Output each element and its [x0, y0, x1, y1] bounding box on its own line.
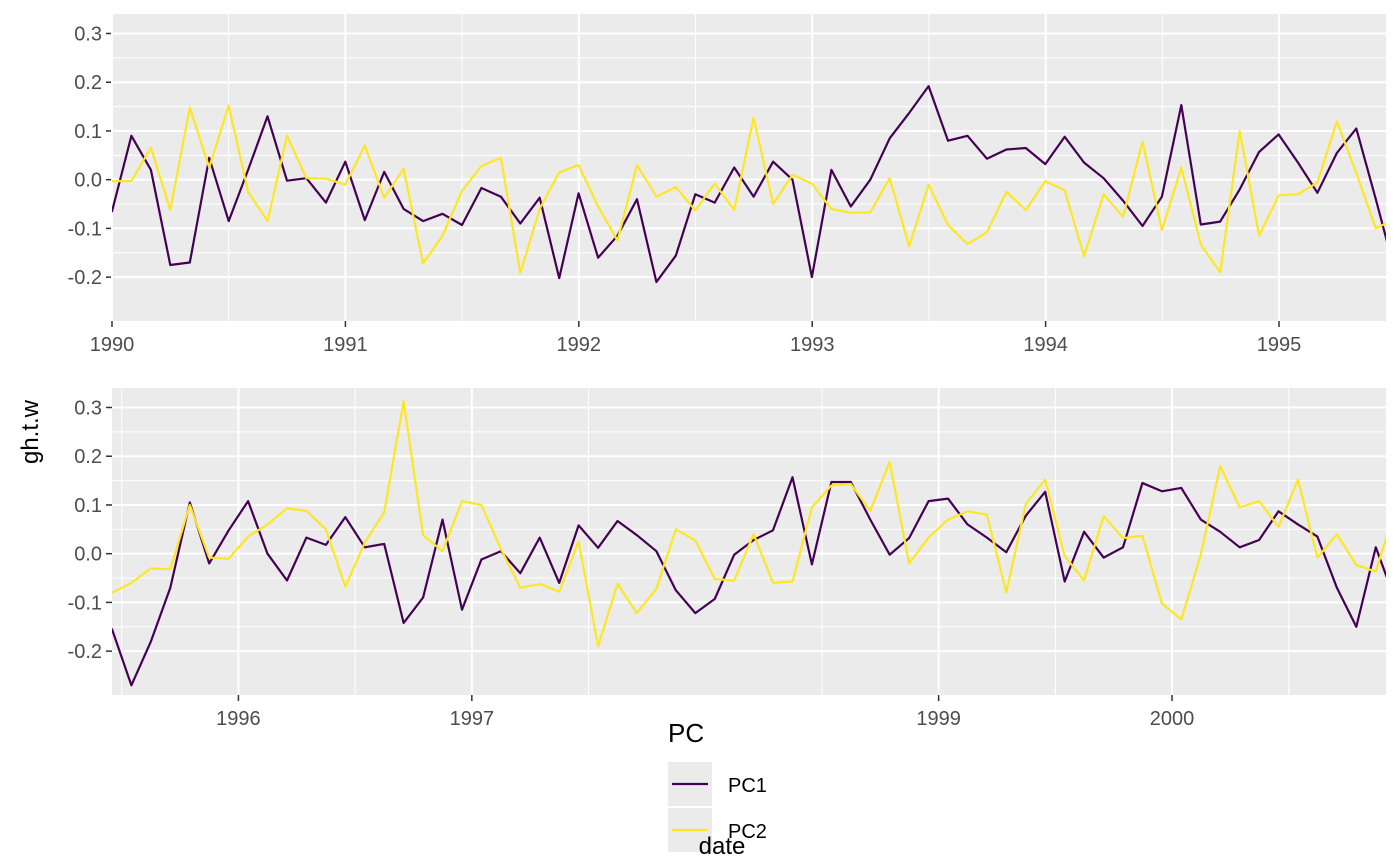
y-tick-label: -0.2	[68, 267, 102, 289]
y-axis-title: gh.t.w	[17, 399, 44, 464]
y-tick-label: -0.1	[68, 218, 102, 240]
x-tick-label: 1994	[1023, 334, 1068, 356]
y-tick-label: 0.1	[74, 495, 102, 517]
x-tick-label: 1999	[916, 708, 961, 730]
y-tick-label: -0.1	[68, 592, 102, 614]
y-tick-label: 0.0	[74, 544, 102, 566]
y-tick-label: 0.1	[74, 121, 102, 143]
series-line-pc2	[112, 104, 1386, 275]
panel-top: -0.2 -0.1 0.0 0.1 0.2 0.3 1990 1991 1992 1993 1994…	[68, 14, 1386, 356]
legend-label-pc2: PC2	[728, 821, 767, 843]
legend-label-pc1: PC1	[728, 775, 767, 797]
y-tick-label: 0.0	[74, 170, 102, 192]
panel-bottom: -0.2 -0.1 0.0 0.1 0.2 0.3 1996 1997 1999 2000	[68, 388, 1386, 730]
series-line-pc2	[112, 400, 1386, 648]
y-tick-label: 0.3	[74, 397, 102, 419]
y-tick-label: 0.2	[74, 72, 102, 94]
legend: PC PC1 PC2	[668, 718, 767, 852]
legend-title: PC	[668, 718, 704, 748]
series-line-pc1	[112, 84, 1386, 284]
x-axis-title: date	[699, 833, 746, 860]
x-tick-label: 1991	[323, 334, 368, 356]
x-tick-label: 1993	[790, 334, 835, 356]
y-tick-label: 0.3	[74, 23, 102, 45]
x-tick-label: 1997	[450, 708, 495, 730]
x-tick-label: 1996	[216, 708, 261, 730]
x-tick-label: 1995	[1257, 334, 1302, 356]
x-tick-label: 1992	[557, 334, 602, 356]
y-tick-label: -0.2	[68, 641, 102, 663]
panel-background	[112, 388, 1386, 695]
x-tick-label: 2000	[1150, 708, 1195, 730]
x-tick-label: 1990	[90, 334, 135, 356]
y-tick-label: 0.2	[74, 446, 102, 468]
panel-background	[112, 14, 1386, 321]
